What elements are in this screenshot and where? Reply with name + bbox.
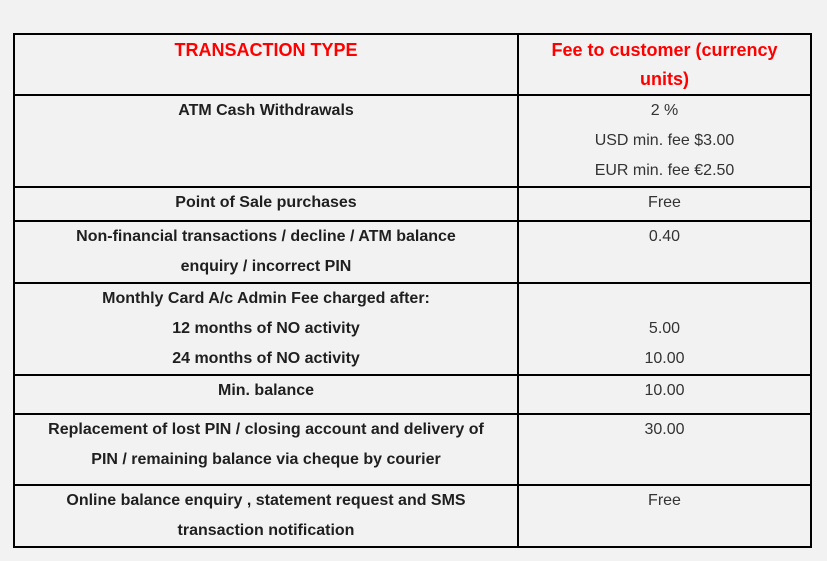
fee-cell: 30.00 [517,413,812,486]
fee-value-text: 10.00 [644,382,685,399]
transaction-type-text: 24 months of NO activity [172,350,360,367]
transaction-type-text: ATM Cash Withdrawals [178,102,354,119]
transaction-type-cell: Non-financial transactions / decline / A… [13,220,519,284]
header-row: TRANSACTION TYPE Fee to customer (curren… [13,33,812,96]
transaction-type-text: Monthly Card A/c Admin Fee charged after… [102,290,430,307]
table-row: Monthly Card A/c Admin Fee charged after… [13,282,812,376]
fee-value-text: 10.00 [644,350,685,367]
fee-value-text: 2 % [650,102,679,119]
fee-cell: 0.40 [517,220,812,284]
transaction-type-text: Online balance enquiry , statement reque… [66,492,466,509]
fee-value-text: Free [648,492,681,509]
table-row: ATM Cash Withdrawals 2 % USD min. fee $3… [13,94,812,188]
transaction-type-cell: Replacement of lost PIN / closing accoun… [13,413,519,486]
transaction-type-text: Non-financial transactions / decline / A… [76,228,456,245]
column-header-transaction-type: TRANSACTION TYPE [13,33,519,96]
fee-value-text: 5.00 [648,320,681,337]
transaction-type-cell: ATM Cash Withdrawals [13,94,519,188]
table-row: Non-financial transactions / decline / A… [13,220,812,284]
transaction-type-cell: Online balance enquiry , statement reque… [13,484,519,548]
fee-cell: Free [517,484,812,548]
fee-cell: 10.00 [517,374,812,415]
fee-cell: 5.00 10.00 [517,282,812,376]
fee-value-text [527,285,802,314]
transaction-type-cell: Monthly Card A/c Admin Fee charged after… [13,282,519,376]
table-row: Point of Sale purchases Free [13,186,812,222]
transaction-type-cell: Min. balance [13,374,519,415]
fee-value-text: USD min. fee $3.00 [594,132,735,149]
fee-value-text: Free [648,194,681,211]
table-row: Online balance enquiry , statement reque… [13,484,812,548]
transaction-type-text: Replacement of lost PIN / closing accoun… [48,421,484,438]
column-header-fee: Fee to customer (currency units) [517,33,812,96]
transaction-type-text: PIN / remaining balance via cheque by co… [91,451,441,468]
transaction-type-text: 12 months of NO activity [172,320,360,337]
fee-value-text: EUR min. fee €2.50 [594,162,735,179]
table-row: Min. balance 10.00 [13,374,812,415]
transaction-type-cell: Point of Sale purchases [13,186,519,222]
fee-value-text: 0.40 [648,228,681,245]
transaction-type-text: Min. balance [217,382,315,399]
fee-cell: 2 % USD min. fee $3.00 EUR min. fee €2.5… [517,94,812,188]
table-row: Replacement of lost PIN / closing accoun… [13,413,812,486]
transaction-fee-table: TRANSACTION TYPE Fee to customer (curren… [13,33,812,548]
transaction-type-text: Point of Sale purchases [175,194,357,211]
fee-value-text: 30.00 [644,421,685,438]
transaction-type-text: transaction notification [177,522,355,539]
transaction-type-text: enquiry / incorrect PIN [180,258,352,275]
fee-cell: Free [517,186,812,222]
